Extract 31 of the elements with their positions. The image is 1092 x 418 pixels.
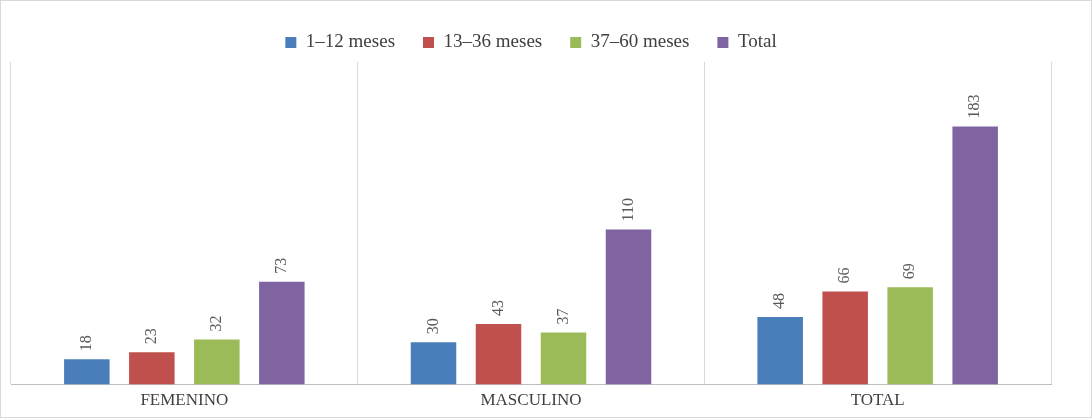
data-label: 18 bbox=[77, 335, 95, 352]
data-label: 43 bbox=[488, 299, 506, 316]
data-label: 32 bbox=[207, 315, 225, 332]
data-label: 69 bbox=[900, 263, 918, 280]
legend-label: 1–12 meses bbox=[305, 30, 396, 52]
data-label: 110 bbox=[618, 198, 636, 222]
data-label: 48 bbox=[770, 292, 788, 309]
data-label: 73 bbox=[272, 257, 290, 274]
bar bbox=[952, 126, 998, 385]
data-label: 23 bbox=[142, 328, 160, 345]
data-label: 37 bbox=[553, 308, 571, 325]
bar bbox=[887, 287, 933, 385]
legend-label: 37–60 meses bbox=[590, 30, 690, 52]
bar bbox=[822, 291, 868, 385]
bar bbox=[757, 316, 803, 385]
data-label: 30 bbox=[423, 318, 441, 335]
bar bbox=[475, 323, 522, 385]
bar bbox=[605, 229, 652, 385]
bar bbox=[194, 339, 240, 385]
x-tick-label: FEMENINO bbox=[140, 390, 229, 410]
data-label: 183 bbox=[965, 94, 983, 119]
data-label: 66 bbox=[835, 267, 853, 284]
bar bbox=[410, 342, 457, 385]
bar bbox=[540, 332, 587, 385]
x-tick-label: TOTAL bbox=[850, 390, 905, 410]
bar bbox=[259, 281, 305, 385]
bar bbox=[64, 359, 110, 385]
x-tick-label: MASCULINO bbox=[480, 390, 582, 410]
legend-label: 13–36 meses bbox=[443, 30, 543, 52]
bar bbox=[129, 352, 175, 385]
legend-label: Total bbox=[737, 30, 777, 52]
